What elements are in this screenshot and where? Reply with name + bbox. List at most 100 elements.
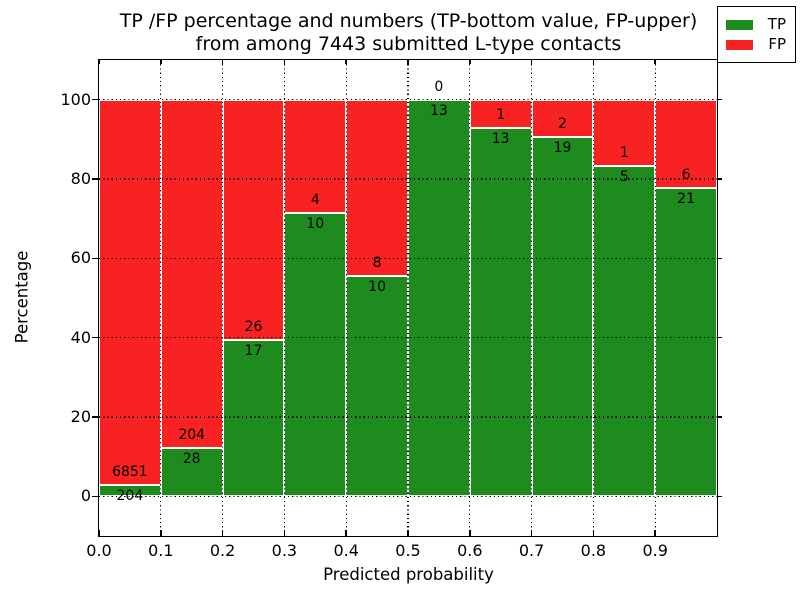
- bar-group: [346, 99, 408, 497]
- horizontal-gridline: [99, 416, 717, 418]
- x-tick-mark: [592, 530, 595, 536]
- x-tick-mark: [345, 530, 347, 536]
- vertical-gridline: [654, 60, 656, 536]
- bar-group: [284, 99, 347, 497]
- tp-count-label: 21: [677, 190, 696, 207]
- y-tick-mark-right: [717, 178, 722, 180]
- y-tick-mark: [92, 416, 99, 418]
- x-tick-mark: [407, 530, 409, 536]
- bar-segment-tp: [408, 99, 470, 497]
- x-tick-label: 0.7: [518, 541, 545, 560]
- x-tick-label: 0.5: [395, 541, 421, 560]
- x-tick-label: 0.4: [333, 541, 359, 560]
- vertical-gridline: [345, 60, 347, 536]
- bar-segment-tp: [593, 165, 656, 497]
- x-tick-mark-top: [592, 60, 595, 64]
- x-tick-mark-top: [530, 60, 533, 64]
- bar-segment-fp: [222, 99, 285, 340]
- tp-count-label: 13: [491, 131, 510, 147]
- y-tick-mark-right: [717, 416, 722, 418]
- horizontal-gridline: [99, 495, 717, 497]
- y-tick-mark-right: [717, 495, 722, 498]
- y-tick-mark: [92, 495, 99, 498]
- bar-group: [222, 99, 285, 497]
- bar-group: [593, 99, 656, 497]
- horizontal-gridline: [99, 257, 717, 259]
- vertical-gridline: [407, 60, 409, 536]
- tp-count-label: 19: [553, 140, 572, 157]
- y-tick-label: 40: [70, 327, 91, 347]
- bar-segment-fp: [593, 99, 656, 166]
- x-tick-mark-top: [160, 60, 162, 64]
- y-tick-mark-right: [717, 336, 722, 339]
- bar-segment-fp: [655, 99, 717, 188]
- vertical-gridline: [592, 60, 594, 536]
- x-tick-mark-top: [98, 60, 100, 64]
- vertical-gridline: [283, 60, 285, 536]
- x-tick-mark-top: [469, 60, 471, 64]
- y-tick-label: 0: [80, 486, 91, 506]
- x-axis-label: Predicted probability: [323, 565, 494, 584]
- legend-row: TP: [726, 16, 786, 33]
- plot-area: 6851 204 204 28 26 17 4 10 8 10 0 13 1 13 2 19 1 5 6 21 0.0 0…: [60, 59, 722, 559]
- x-tick-mark: [654, 530, 656, 536]
- bar-segment-tp: [655, 187, 717, 497]
- x-tick-label: 0.2: [209, 541, 236, 560]
- fp-count-label: 6: [681, 166, 691, 183]
- x-tick-mark: [283, 530, 286, 536]
- bar-segment-tp: [346, 275, 408, 497]
- x-tick-label: 0.0: [86, 541, 112, 560]
- tp-count-label: 10: [306, 216, 325, 232]
- horizontal-gridline: [99, 337, 717, 339]
- fp-count-label: 2: [558, 116, 567, 133]
- bar-segment-fp: [160, 99, 223, 449]
- legend-label-tp: TP: [767, 15, 786, 33]
- x-tick-mark: [530, 530, 533, 536]
- bar-segment-tp: [531, 137, 594, 497]
- fp-count-label: 8: [372, 254, 382, 271]
- x-tick-mark-top: [283, 60, 286, 64]
- y-axis-label: Percentage: [12, 250, 32, 344]
- fp-count-label: 1: [619, 144, 629, 161]
- y-tick-mark-right: [717, 257, 722, 260]
- bar-group: [469, 99, 532, 497]
- legend-row: FP: [726, 36, 786, 53]
- x-tick-mark-top: [407, 60, 409, 64]
- tp-count-label: 204: [116, 487, 144, 504]
- bar-segment-tp: [469, 128, 532, 497]
- y-tick-label: 100: [60, 89, 91, 109]
- y-tick-label: 60: [70, 248, 91, 268]
- horizontal-gridline: [99, 178, 717, 180]
- legend-swatch-fp: [726, 39, 753, 50]
- chart-title-line2: from among 7443 submitted L-type contact…: [195, 33, 622, 55]
- tp-count-label: 5: [619, 168, 629, 185]
- legend: TP FP: [717, 6, 796, 63]
- y-tick-mark: [92, 178, 99, 180]
- bar-group: [655, 99, 717, 497]
- x-tick-mark-top: [345, 60, 347, 64]
- x-tick-mark: [98, 530, 100, 536]
- x-tick-mark: [469, 530, 471, 536]
- x-tick-mark-top: [221, 60, 224, 64]
- fp-count-label: 204: [178, 427, 206, 444]
- y-tick-mark: [92, 336, 99, 339]
- x-tick-label: 0.1: [148, 541, 174, 560]
- x-tick-label: 0.9: [642, 541, 668, 560]
- tp-count-label: 28: [182, 451, 201, 468]
- vertical-gridline: [469, 60, 471, 536]
- fp-count-label: 26: [244, 318, 263, 335]
- vertical-gridline: [160, 60, 162, 536]
- bar-group: [99, 99, 161, 497]
- legend-swatch-tp: [726, 19, 753, 30]
- bar-group: [531, 99, 594, 497]
- bar-group: [408, 99, 470, 497]
- y-tick-mark: [92, 257, 99, 260]
- legend-label-fp: FP: [768, 35, 786, 53]
- y-tick-mark: [92, 98, 99, 101]
- fp-count-label: 1: [496, 107, 506, 123]
- bar-segment-fp: [99, 99, 161, 485]
- x-tick-mark-top: [654, 60, 656, 64]
- x-tick-mark: [160, 530, 162, 536]
- y-tick-label: 20: [70, 407, 91, 426]
